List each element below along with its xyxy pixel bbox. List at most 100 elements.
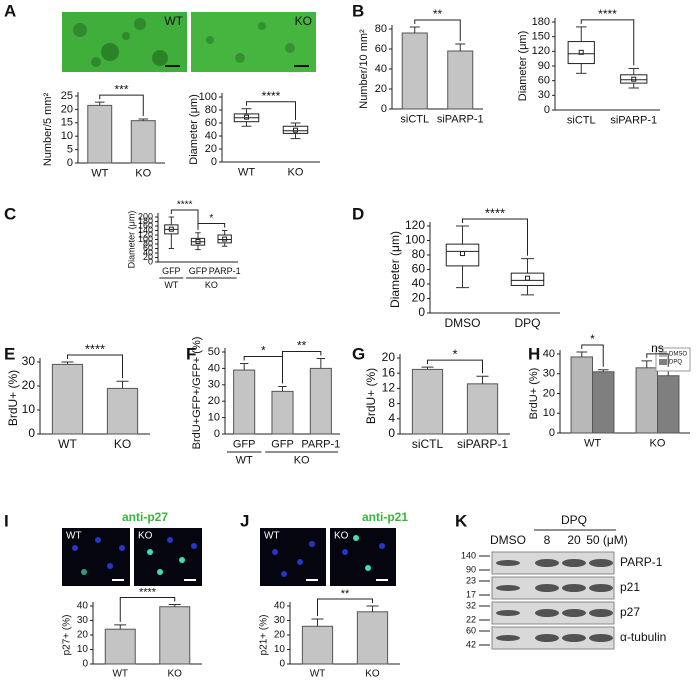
- y-tick-label: 40: [143, 247, 153, 257]
- x-tick-label: siPARP-1: [437, 113, 484, 125]
- y-tick-label: 16: [382, 365, 396, 379]
- x-tick-label: GFP: [233, 438, 256, 450]
- box: [445, 243, 480, 267]
- y-tick-label: 10: [22, 402, 36, 416]
- box: [510, 272, 545, 286]
- bar: [51, 363, 84, 435]
- micrograph-label: KO: [138, 531, 153, 542]
- y-tick-label: 180: [532, 16, 550, 28]
- x-tick-label: siPARP-1: [610, 114, 657, 126]
- marker-label: 140: [461, 550, 476, 560]
- blot-band: [535, 634, 559, 642]
- error-bar: [366, 605, 379, 612]
- x-tick-label: siCTL: [400, 113, 429, 125]
- y-tick-label: 30: [543, 368, 555, 380]
- y-tick-label: 40: [375, 63, 387, 75]
- bar: [466, 383, 499, 435]
- y-tick-label: 80: [143, 238, 153, 248]
- panel-title: anti-p27: [122, 510, 168, 524]
- micrograph-ko-j: [330, 528, 396, 586]
- bar: [159, 606, 191, 665]
- y-axis-label: Diameter (μm): [188, 94, 200, 165]
- y-axis-label: Diameter (μm): [517, 31, 529, 102]
- blot-band: [589, 634, 613, 642]
- bar: [447, 50, 474, 110]
- bar: [130, 120, 156, 164]
- micrograph-label: WT: [164, 14, 183, 28]
- y-tick-label: 140: [138, 225, 153, 235]
- mean: [195, 239, 201, 245]
- y-tick-label: 100: [199, 91, 217, 103]
- y-tick-label: 40: [77, 601, 89, 612]
- y-tick-label: 10: [61, 130, 73, 142]
- y-tick-label: 0: [544, 104, 550, 116]
- box: [620, 74, 648, 84]
- panel-label: J: [240, 511, 249, 530]
- error-bar: [476, 375, 489, 384]
- error-bar: [138, 118, 149, 121]
- y-tick-label: 40: [205, 130, 217, 142]
- y-tick-label: 30: [22, 354, 36, 368]
- significance-bracket: [197, 223, 226, 230]
- y-tick-label: 0: [279, 659, 285, 670]
- blot-band: [589, 609, 613, 617]
- y-tick-label: 10: [77, 644, 89, 655]
- y-tick-label: 30: [274, 615, 286, 626]
- error-bar: [61, 361, 74, 365]
- y-tick-label: 120: [138, 229, 153, 239]
- row-label: PARP-1: [620, 555, 663, 569]
- y-tick-label: 0: [549, 427, 555, 439]
- error-bar: [278, 385, 287, 392]
- bar: [87, 104, 113, 164]
- x-tick-label: DPQ: [514, 316, 540, 330]
- marker-label: 22: [466, 614, 476, 624]
- x-tick-label: KO: [650, 437, 666, 449]
- error-bar: [597, 369, 609, 372]
- y-tick-label: 180: [138, 216, 153, 226]
- micrograph-wt-j: [260, 528, 326, 586]
- micrograph-ko-a: [191, 12, 316, 72]
- y-tick-label: 20: [205, 143, 217, 155]
- y-axis-label: Number/10 mm²: [358, 29, 370, 109]
- error-bar: [455, 43, 466, 51]
- bar: [356, 611, 389, 665]
- y-tick-label: 60: [205, 117, 217, 129]
- row-label: p27: [620, 605, 640, 619]
- marker-label: 32: [466, 600, 476, 610]
- x-tick-label: KO: [365, 669, 380, 680]
- x-tick-label: DMSO: [445, 316, 481, 330]
- x-tick-label: PARP-1: [209, 266, 241, 276]
- y-tick-label: 0: [214, 428, 220, 440]
- y-tick-label: 100: [405, 233, 425, 247]
- group-label: WT: [236, 454, 253, 466]
- y-tick-label: 40: [274, 601, 286, 612]
- y-tick-label: 40: [208, 362, 220, 374]
- significance-bracket: [581, 344, 604, 367]
- panel-label: E: [4, 344, 15, 363]
- error-bar: [239, 362, 249, 371]
- bar: [106, 387, 139, 435]
- significance-label: *: [590, 332, 595, 346]
- significance-label: ****: [177, 200, 193, 211]
- y-axis-label: BrdU+ (%): [6, 370, 20, 426]
- panel-label: D: [352, 204, 364, 223]
- y-axis-label: p27+ (%): [62, 615, 73, 656]
- error-bar: [576, 351, 588, 357]
- y-tick-label: 90: [538, 60, 550, 72]
- y-tick-label: 20: [143, 252, 153, 262]
- significance-bracket: [580, 19, 635, 66]
- error-bar: [116, 380, 129, 389]
- row-label: α-tubulin: [620, 630, 666, 644]
- bar: [635, 367, 658, 434]
- y-tick-label: 0: [211, 156, 217, 168]
- error-bar: [316, 358, 326, 369]
- y-tick-label: 20: [61, 103, 73, 115]
- y-tick-label: 100: [138, 234, 153, 244]
- x-tick-label: GFP: [189, 266, 208, 276]
- y-tick-label: 60: [538, 75, 550, 87]
- y-tick-label: 0: [381, 103, 387, 115]
- blot-band: [535, 609, 559, 617]
- bar: [657, 375, 680, 434]
- significance-label: ****: [485, 205, 505, 220]
